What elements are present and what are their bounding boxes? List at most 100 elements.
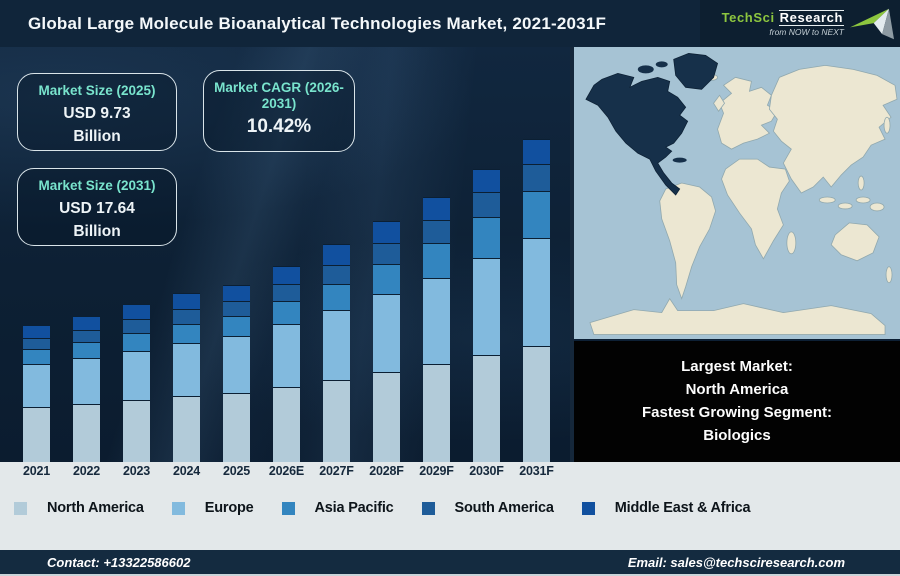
logo-arrow-icon bbox=[850, 8, 894, 39]
bar-segment-europe bbox=[373, 294, 400, 372]
x-axis-label: 2030F bbox=[469, 464, 504, 478]
stat-unit: Billion bbox=[73, 128, 121, 146]
bar-segment-south-america bbox=[123, 319, 150, 333]
stat-value: USD 17.64 bbox=[59, 200, 135, 218]
bar-segment-north-america bbox=[323, 380, 350, 462]
map-indonesia-3 bbox=[855, 196, 871, 204]
map-africa bbox=[721, 158, 790, 260]
legend-item-europe: Europe bbox=[171, 500, 254, 516]
brand-tagline: from NOW to NEXT bbox=[769, 26, 844, 37]
callout-box: Largest Market: North America Fastest Gr… bbox=[574, 339, 900, 462]
bar-segment-south-america bbox=[173, 309, 200, 324]
bar-segment-asia-pacific bbox=[173, 324, 200, 343]
bar-segment-south-america bbox=[273, 284, 300, 301]
callout-line: Fastest Growing Segment: bbox=[641, 404, 833, 421]
bar-segment-europe bbox=[73, 358, 100, 404]
x-axis-label: 2028F bbox=[369, 464, 404, 478]
legend-item-north-america: North America bbox=[14, 500, 144, 516]
x-axis-label-text: 2027F bbox=[319, 464, 354, 478]
bar-segment-asia-pacific bbox=[223, 316, 250, 336]
bar-segment-middle-east-africa bbox=[73, 316, 100, 330]
bar-segment-asia-pacific bbox=[523, 191, 550, 238]
x-axis-label-text: 2028F bbox=[369, 464, 404, 478]
stat-value: 10.42% bbox=[246, 116, 312, 138]
stat-label: Market Size (2031) bbox=[38, 178, 156, 193]
map-asia bbox=[768, 64, 898, 194]
x-axis-label-text: 2029F bbox=[419, 464, 454, 478]
brand-secondary-text: Research bbox=[778, 10, 844, 26]
bottom-strip: 2021 2022 2023 2024 2025 2026E 2027F 2028F 2029F… bbox=[0, 462, 900, 550]
world-map-svg bbox=[574, 47, 900, 339]
map-australia bbox=[830, 222, 880, 262]
bar-segment-europe bbox=[273, 324, 300, 387]
stat-unit: Billion bbox=[73, 223, 121, 241]
map-panel: Largest Market: North America Fastest Gr… bbox=[570, 47, 900, 462]
bar-segment-north-america bbox=[373, 372, 400, 462]
bar-segment-north-america bbox=[423, 364, 450, 462]
x-axis-label-text: 2026E bbox=[268, 464, 305, 478]
bar-segment-south-america bbox=[373, 243, 400, 264]
legend-item-asia-pacific: Asia Pacific bbox=[281, 500, 394, 516]
bar-segment-south-america bbox=[473, 192, 500, 217]
bar-segment-europe bbox=[123, 351, 150, 400]
bar-segment-europe bbox=[223, 336, 250, 393]
page-title: Global Large Molecule Bioanalytical Tech… bbox=[28, 13, 607, 33]
bar-segment-asia-pacific bbox=[23, 349, 50, 364]
map-greenland-highlight bbox=[673, 53, 719, 90]
bar-2030F bbox=[473, 169, 500, 462]
bar-segment-middle-east-africa bbox=[173, 293, 200, 309]
legend-label: South America bbox=[454, 500, 554, 516]
map-japan bbox=[883, 116, 891, 134]
bar-segment-north-america bbox=[223, 393, 250, 462]
bar-segment-middle-east-africa bbox=[223, 285, 250, 301]
bar-segment-asia-pacific bbox=[73, 342, 100, 358]
x-axis-label: 2027F bbox=[319, 464, 354, 478]
bar-2031F bbox=[523, 139, 550, 462]
legend-swatch bbox=[581, 501, 595, 515]
bar-2025 bbox=[223, 285, 250, 462]
bar-segment-asia-pacific bbox=[273, 301, 300, 324]
legend-swatch bbox=[421, 501, 435, 515]
stat-label: Market Size (2025) bbox=[38, 83, 156, 98]
callout-line: Biologics bbox=[703, 427, 771, 444]
stat-card-market-cagr: Market CAGR (2026-2031) 10.42% bbox=[203, 70, 355, 152]
bar-segment-middle-east-africa bbox=[23, 325, 50, 338]
bar-segment-middle-east-africa bbox=[323, 244, 350, 265]
bar-segment-middle-east-africa bbox=[123, 304, 150, 319]
bar-segment-north-america bbox=[273, 387, 300, 462]
map-philippines bbox=[857, 175, 865, 191]
brand-primary-text: TechSci bbox=[721, 10, 775, 26]
bar-2027F bbox=[323, 244, 350, 462]
bar-segment-north-america bbox=[523, 346, 550, 462]
bar-segment-europe bbox=[523, 238, 550, 346]
bar-2022 bbox=[73, 316, 100, 462]
contact-text: Contact: +13322586602 bbox=[47, 554, 191, 570]
bar-segment-europe bbox=[423, 278, 450, 364]
x-axis-label-text: 2023 bbox=[123, 464, 151, 478]
legend-label: North America bbox=[47, 500, 144, 516]
legend-item-middle-east-africa: Middle East & Africa bbox=[581, 500, 751, 516]
map-britain bbox=[713, 94, 726, 112]
bar-segment-middle-east-africa bbox=[523, 139, 550, 164]
main-area: Market Size (2025) USD 9.73 Billion Mark… bbox=[0, 47, 900, 462]
bar-segment-north-america bbox=[473, 355, 500, 462]
bar-2021 bbox=[23, 325, 50, 462]
map-indonesia-1 bbox=[818, 196, 836, 204]
bar-segment-europe bbox=[173, 343, 200, 396]
x-axis-label: 2023 bbox=[123, 464, 150, 478]
stat-label: Market CAGR (2026-2031) bbox=[214, 80, 344, 112]
x-axis-labels: 2021 2022 2023 2024 2025 2026E 2027F 2028F 2029F… bbox=[0, 464, 570, 478]
bar-segment-europe bbox=[323, 310, 350, 380]
legend-label: Asia Pacific bbox=[314, 500, 394, 516]
bar-segment-asia-pacific bbox=[323, 284, 350, 310]
bar-segment-asia-pacific bbox=[373, 264, 400, 294]
x-axis-label: 2021 bbox=[23, 464, 50, 478]
email-text: Email: sales@techsciresearch.com bbox=[627, 554, 845, 570]
bar-2026E bbox=[273, 266, 300, 462]
map-caribbean bbox=[672, 157, 687, 163]
stat-card-market-size-2031: Market Size (2031) USD 17.64 Billion bbox=[17, 168, 177, 246]
stat-card-market-size-2025: Market Size (2025) USD 9.73 Billion bbox=[17, 73, 177, 151]
legend-swatch bbox=[171, 501, 185, 515]
footer: Contact: +13322586602 Email: sales@techs… bbox=[0, 550, 900, 576]
world-map bbox=[574, 47, 900, 339]
